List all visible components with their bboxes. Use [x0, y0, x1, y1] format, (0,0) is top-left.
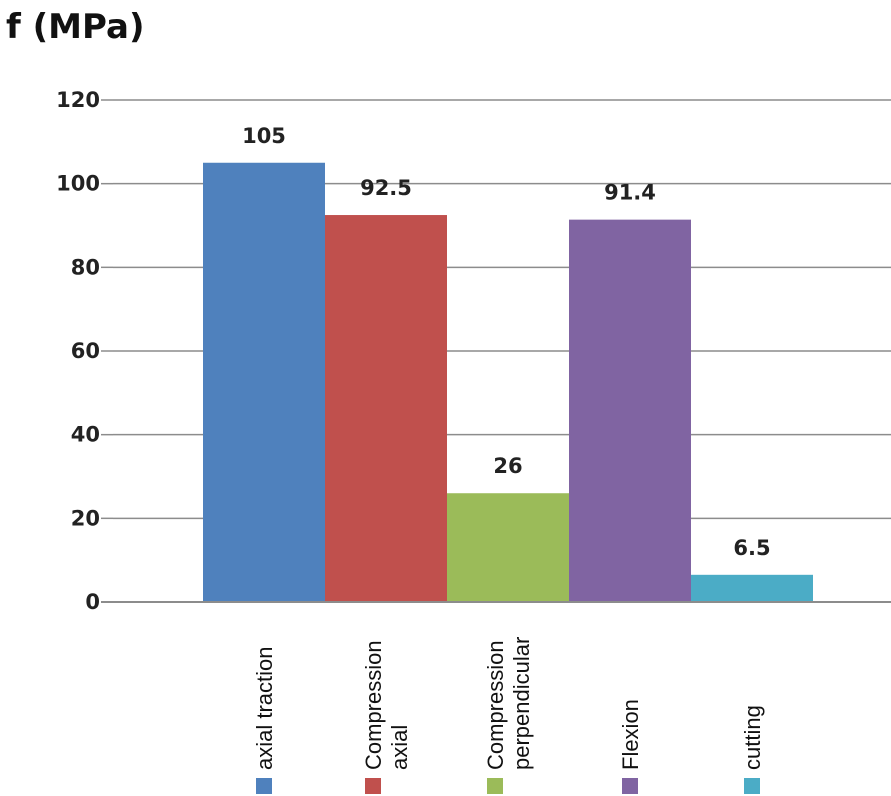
category-label: Compression axial [361, 640, 412, 794]
category-label-line: cutting [740, 705, 765, 770]
category-label: axial traction [252, 646, 277, 794]
bar [325, 215, 447, 602]
y-tick-label: 20 [71, 506, 100, 530]
category-label-line: axial [387, 725, 412, 770]
data-labels: 105 92.5 26 91.4 6.5 [242, 124, 771, 560]
y-axis-label: f (MPa) [6, 7, 145, 47]
y-axis-ticks: 0 20 40 60 80 100 120 [56, 88, 100, 614]
category-label: cutting [740, 705, 765, 794]
y-tick-label: 120 [56, 88, 100, 112]
legend-swatch [256, 778, 272, 794]
bar [569, 219, 691, 603]
category-labels: axial traction Compression axial Compressio… [252, 637, 765, 794]
data-label: 92.5 [360, 176, 412, 200]
category-label-line: Compression [361, 640, 386, 770]
legend-swatch [487, 778, 503, 794]
category-label: Flexion [618, 699, 643, 794]
y-tick-label: 60 [71, 339, 100, 363]
category-label-line: Flexion [618, 699, 643, 770]
legend-swatch [365, 778, 381, 794]
bar [447, 493, 569, 602]
category-label-line: perpendicular [509, 637, 534, 770]
y-tick-label: 100 [56, 172, 100, 196]
bar [691, 574, 813, 602]
y-tick-label: 80 [71, 255, 100, 279]
data-label: 91.4 [604, 181, 656, 205]
bars [203, 162, 813, 603]
y-tick-label: 40 [71, 423, 100, 447]
bar [203, 162, 325, 602]
category-label-line: Compression [483, 640, 508, 770]
category-label-line: axial traction [252, 646, 277, 770]
data-label: 6.5 [733, 536, 770, 560]
data-label: 26 [493, 454, 522, 478]
legend-swatch [744, 778, 760, 794]
data-label: 105 [242, 124, 286, 148]
category-label: Compression perpendicular [483, 637, 534, 794]
legend-swatch [622, 778, 638, 794]
y-tick-label: 0 [85, 590, 100, 614]
